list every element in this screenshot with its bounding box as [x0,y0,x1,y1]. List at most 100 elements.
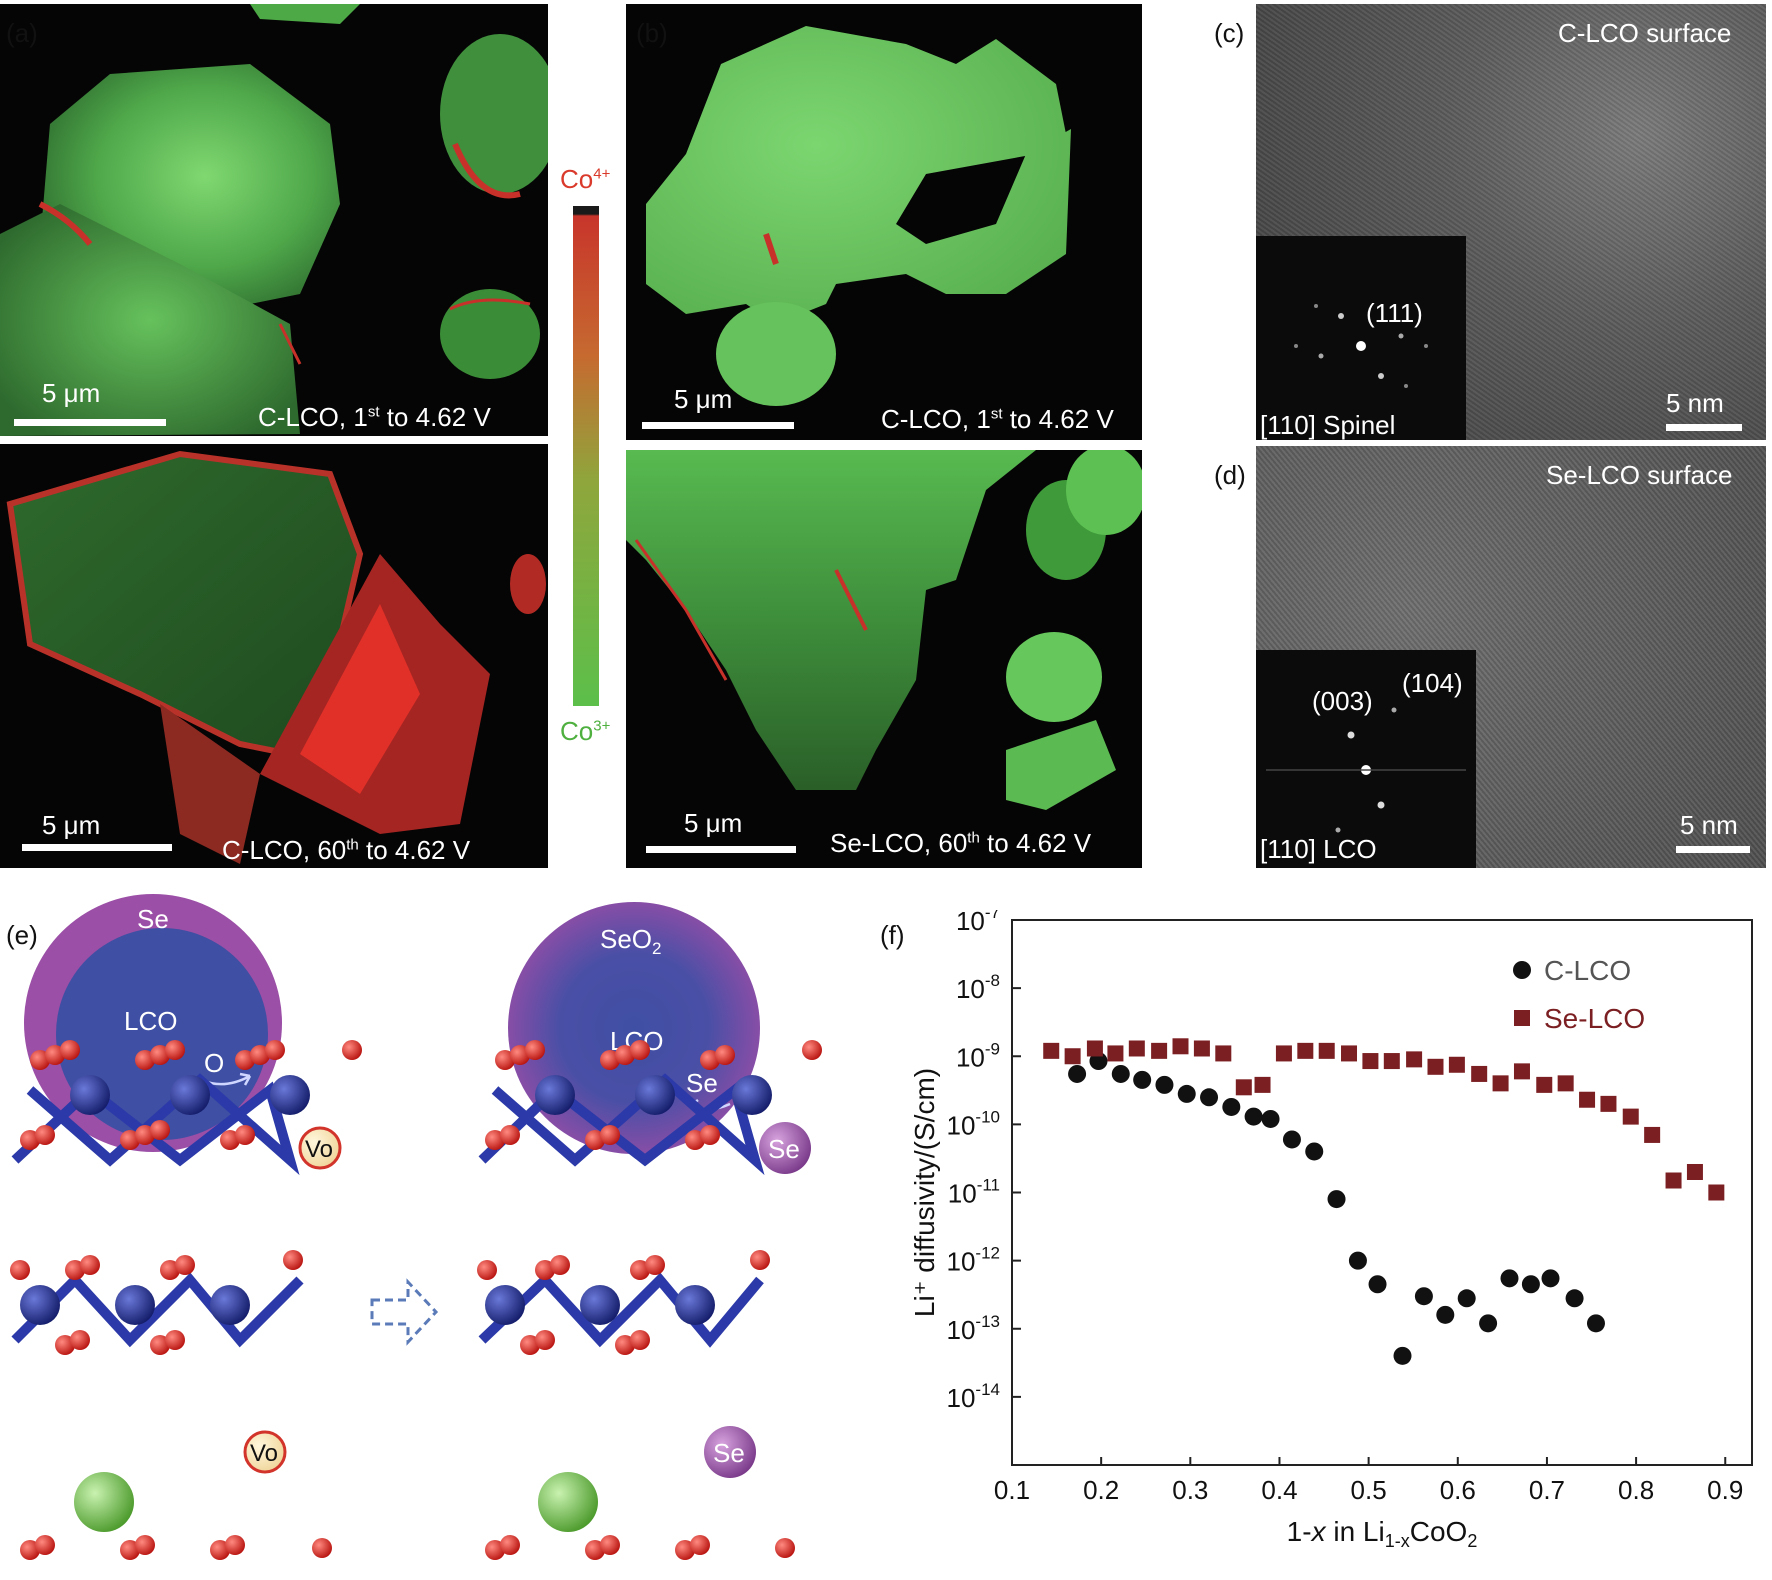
Se-LCO-point [1557,1075,1574,1092]
plot-frame [1011,919,1753,1466]
scale-label-c: 5 nm [1666,388,1724,418]
Se-LCO-point [1622,1108,1639,1125]
y-tick-label: 10-10 [947,1107,1001,1140]
caption-a-bottom: C-LCO, 60th to 4.62 V [222,835,471,865]
C-LCO-point [1133,1070,1152,1089]
x-tick-label: 0.8 [1618,1475,1654,1505]
micrograph-a-top [0,4,548,436]
scale-label-b-bottom: 5 μm [684,808,743,838]
caption-a-top: C-LCO, 1st to 4.62 V [258,402,491,432]
legend-marker [1513,961,1531,979]
chart-legend: C-LCO Se-LCO [1513,955,1645,1034]
C-LCO-point [1521,1275,1540,1294]
scale-bar-a-top [14,419,166,426]
panel-a-top-image: 5 μm C-LCO, 1st to 4.62 V [0,4,548,436]
panel-d-fft-inset: (003) (104) [110] LCO [1256,650,1476,868]
Se-LCO-point [1193,1040,1210,1057]
x-tick-label: 0.3 [1172,1475,1208,1505]
panel-b-letter: (b) [636,18,668,48]
legend-label: C-LCO [1544,955,1631,986]
C-LCO-point [1200,1088,1219,1107]
y-axis-label: Li⁺ diffusivity/(S/cm) [909,1068,940,1317]
panel-d-fft-zone: [110] LCO [1260,834,1377,864]
x-axis-label: 1-x in Li1-xCoO2 [1287,1516,1478,1551]
y-tick-label: 10-14 [947,1380,1001,1413]
C-LCO-point [1414,1287,1433,1306]
schematic-e-right-shell-label: SeO2 [600,924,662,959]
y-tick-label: 10-9 [956,1039,1000,1072]
Se-LCO-point [1064,1048,1081,1065]
panel-d-fft-spot-003: (003) [1312,686,1373,716]
right-layer-bottom [477,1250,795,1560]
Se-LCO-point [1686,1163,1703,1180]
panel-c-title: C-LCO surface [1558,18,1732,48]
micrograph-b-bottom [626,450,1142,810]
Se-LCO-point [1492,1075,1509,1092]
Se-LCO-point [1215,1045,1232,1062]
C-LCO-point [1282,1130,1301,1149]
panel-a-bottom-image: 5 μm C-LCO, 60th to 4.62 V [0,444,548,868]
Se-LCO-point [1254,1076,1271,1093]
C-LCO-point [1327,1190,1346,1209]
C-LCO-point [1177,1084,1196,1103]
scale-bar-a-bottom [22,844,172,851]
scale-label-a-bottom: 5 μm [42,810,101,840]
x-tick-label: 0.5 [1351,1475,1387,1505]
y-tick-label: 10-12 [947,1244,1001,1277]
right-layer-top [478,1040,822,1176]
scale-label-d: 5 nm [1680,810,1738,840]
dopant-label-top: Se [768,1134,800,1164]
left-layer-top [11,1040,362,1176]
Se-LCO-point [1708,1184,1725,1201]
Se-LCO-point [1427,1058,1444,1075]
schematic-e-left-shell-label: Se [137,904,169,934]
panel-c-fft-spot: (111) [1366,298,1423,328]
Se-LCO-point [1341,1045,1358,1062]
crystal-structure-diagram [10,1040,822,1560]
data-series [1043,1038,1725,1365]
panel-f-letter: (f) [880,920,905,950]
Se-LCO-point [1536,1076,1553,1093]
vacancy-label-top: Vo [305,1136,334,1163]
scale-label-b-top: 5 μm [674,384,733,414]
x-tick-label: 0.6 [1440,1475,1476,1505]
Se-LCO-point [1275,1045,1292,1062]
panel-c-fft-inset: (111) [110] Spinel [1256,236,1466,440]
C-LCO-point [1368,1275,1387,1294]
scale-bar-c [1666,424,1742,431]
left-layer-bottom [10,1250,332,1560]
micrograph-a-bottom [6,450,546,864]
legend-label: Se-LCO [1544,1003,1645,1034]
x-tick-label: 0.7 [1529,1475,1565,1505]
Se-LCO-point [1579,1091,1596,1108]
scale-bar-d [1676,846,1750,853]
Se-LCO-point [1383,1053,1400,1070]
C-LCO-point [1586,1314,1605,1333]
Se-LCO-point [1665,1172,1682,1189]
Se-LCO-point [1600,1095,1617,1112]
caption-b-top: C-LCO, 1st to 4.62 V [881,404,1114,434]
Se-LCO-point [1448,1056,1465,1073]
panel-e-letter: (e) [6,920,38,950]
legend-marker [1514,1010,1530,1026]
panel-a-letter: (a) [6,18,38,48]
y-tick-label: 10-13 [947,1312,1001,1345]
Se-LCO-point [1362,1053,1379,1070]
y-axis: 10-7 10-8 10-9 10-10 10-11 10-12 10-13 10-14 [947,910,1021,1413]
Se-LCO-point [1128,1040,1145,1057]
Se-LCO-point [1235,1079,1252,1096]
scale-bar-b-top [642,422,794,429]
C-LCO-point [1457,1289,1476,1308]
scale-bar-b-bottom [646,846,796,853]
Se-LCO-point [1151,1042,1168,1059]
x-tick-label: 0.2 [1083,1475,1119,1505]
C-LCO-point [1111,1064,1130,1083]
panel-b-bottom-image: 5 μm Se-LCO, 60th to 4.62 V [626,450,1142,868]
Se-LCO-point [1086,1040,1103,1057]
C-LCO-point [1089,1052,1108,1071]
C-LCO-point [1261,1109,1280,1128]
diffusivity-chart: 0.1 0.2 0.3 0.4 0.5 0.6 0.7 0.8 0.9 10-7 10-8 10-9… [909,910,1753,1551]
Se-LCO-point [1172,1038,1189,1055]
panel-d-tem-image: Se-LCO surface (003) (104) [110] LCO 5 n… [1256,446,1766,868]
schematic-e-left-core-label: LCO [124,1006,178,1036]
